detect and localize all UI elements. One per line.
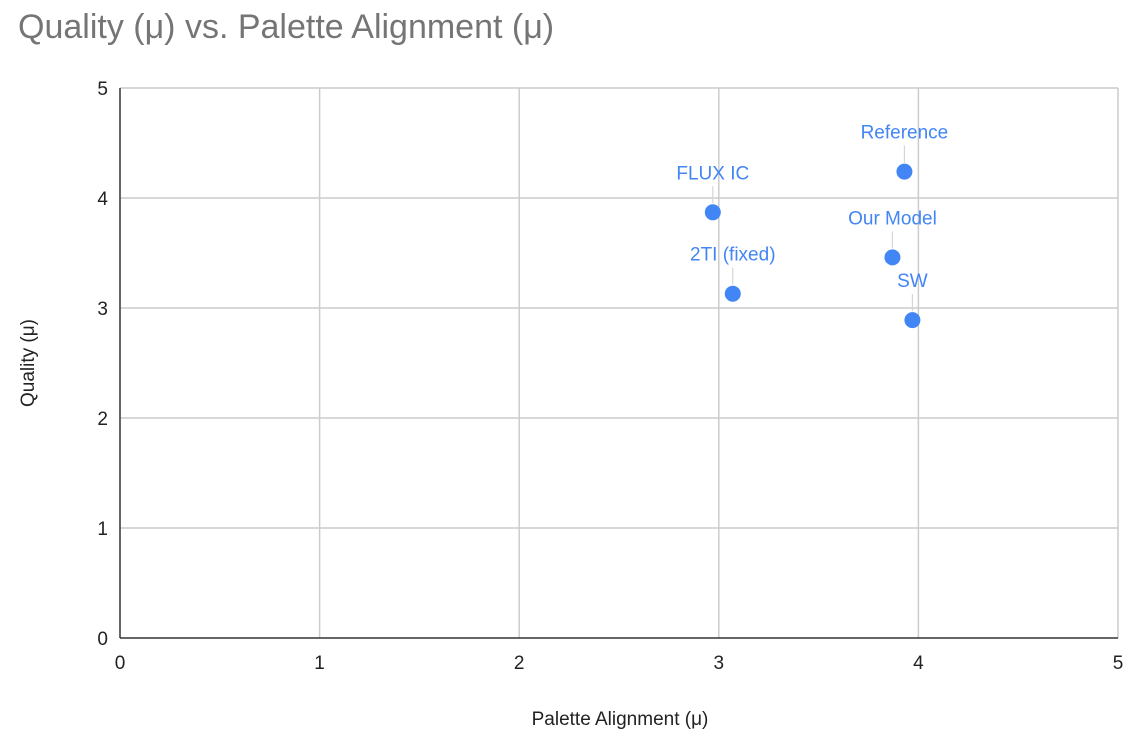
y-axis-title: Quality (μ) <box>18 319 39 407</box>
data-point-label: Reference <box>861 123 949 144</box>
y-tick-label: 2 <box>97 409 108 430</box>
chart-title: Quality (μ) vs. Palette Alignment (μ) <box>18 8 555 46</box>
x-tick-label: 1 <box>314 653 325 674</box>
x-tick-label: 5 <box>1113 653 1124 674</box>
data-point-label: FLUX IC <box>676 163 749 184</box>
y-tick-label: 5 <box>97 79 108 100</box>
y-tick-label: 0 <box>97 629 108 650</box>
y-tick-label: 4 <box>97 189 108 210</box>
data-point <box>904 312 921 329</box>
x-tick-label: 4 <box>913 653 924 674</box>
data-point <box>724 285 741 302</box>
data-point <box>704 204 721 221</box>
y-tick-label: 1 <box>97 519 108 540</box>
x-tick-label: 3 <box>714 653 725 674</box>
data-point <box>884 249 901 266</box>
data-point-label: Our Model <box>848 208 937 229</box>
y-tick-label: 3 <box>97 299 108 320</box>
data-point-label: 2TI (fixed) <box>690 245 776 266</box>
x-tick-label: 2 <box>514 653 525 674</box>
x-tick-label: 0 <box>115 653 126 674</box>
data-point-label: SW <box>897 271 928 292</box>
x-axis-title: Palette Alignment (μ) <box>532 709 709 730</box>
data-point <box>896 163 913 180</box>
